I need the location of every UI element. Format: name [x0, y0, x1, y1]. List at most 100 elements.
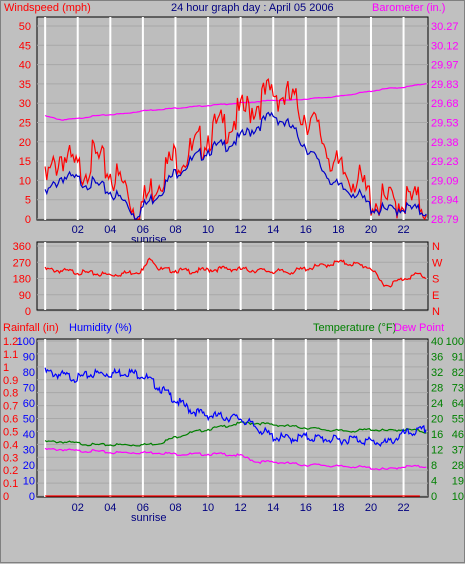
temperature-tick-label: 36	[431, 352, 443, 364]
humidity-hour-label: 12	[235, 502, 247, 514]
direction-tick-label: 0	[25, 306, 31, 318]
wind-x-ticks: 02 04 06 08 10 12 14 16 18 20 22	[72, 224, 410, 236]
chart-title: 24 hour graph day : April 05 2006	[171, 2, 334, 14]
humidity-tick-label: 20	[23, 460, 35, 472]
barometer-line	[44, 83, 427, 121]
rainfall-tick-label: 0.9	[3, 375, 18, 387]
baro-tick-label: 29.38	[431, 137, 459, 149]
dewpoint-tick-label: 19	[452, 476, 464, 488]
wind-hour-label: 08	[169, 224, 181, 236]
rainfall-axis-label: Rainfall (in)	[3, 322, 59, 334]
temperature-tick-label: 16	[431, 429, 443, 441]
wind-hour-label: 14	[267, 224, 279, 236]
dewpoint-tick-label: 28	[452, 460, 464, 472]
rainfall-tick-label: 0.7	[3, 401, 18, 413]
wind-tick-label: 20	[19, 137, 31, 149]
humidity-hour-label: 08	[169, 502, 181, 514]
wind-hour-label: 18	[332, 224, 344, 236]
direction-series	[44, 257, 427, 288]
wind-hour-label: 22	[397, 224, 409, 236]
humidity-hour-label: 10	[202, 502, 214, 514]
compass-tick-label: N	[432, 241, 440, 253]
baro-tick-label: 29.97	[431, 60, 459, 72]
humidity-hour-label: 14	[267, 502, 279, 514]
wind-grid	[37, 17, 428, 220]
dewpoint-tick-label: 37	[452, 445, 464, 457]
humidity-hour-label: 04	[104, 502, 116, 514]
temperature-tick-label: 28	[431, 383, 443, 395]
baro-y-ticks: 30.27 30.12 29.97 29.83 29.68 29.53 29.38 29.23…	[431, 21, 459, 226]
wind-series	[44, 77, 427, 221]
wind-tick-label: 50	[19, 21, 31, 33]
wind-direction-line	[44, 257, 427, 288]
wind-hour-label: 16	[300, 224, 312, 236]
wind-tick-label: 0	[25, 214, 31, 226]
baro-tick-label: 28.94	[431, 195, 459, 207]
baro-tick-label: 29.23	[431, 156, 459, 168]
direction-tick-label: 180	[13, 274, 31, 286]
baro-tick-label: 30.12	[431, 40, 459, 52]
wind-hour-label: 10	[202, 224, 214, 236]
humidity-x-ticks: 02 04 06 08 10 12 14 16 18 20 22	[72, 502, 410, 514]
baro-tick-label: 29.09	[431, 175, 459, 187]
compass-tick-label: E	[432, 290, 439, 302]
rainfall-tick-label: 1.1	[3, 349, 18, 361]
wind-hour-label: 20	[365, 224, 377, 236]
wind-tick-label: 10	[19, 175, 31, 187]
direction-plot-area	[36, 241, 429, 311]
humidity-tick-label: 50	[23, 414, 35, 426]
dewpoint-tick-label: 100	[446, 336, 464, 348]
humidity-series	[44, 367, 427, 497]
dewpoint-tick-label: 73	[452, 383, 464, 395]
dewpoint-tick-label: 46	[452, 429, 464, 441]
humidity-hour-label: 20	[365, 502, 377, 514]
humidity-hour-label: 18	[332, 502, 344, 514]
dewpoint-tick-label: 10	[452, 491, 464, 503]
humidity-tick-label: 100	[17, 336, 35, 348]
humidity-axis-label: Humidity (%)	[69, 322, 132, 334]
wind-hour-label: 02	[72, 224, 84, 236]
wind-hour-label: 06	[137, 224, 149, 236]
temperature-tick-label: 0	[431, 491, 437, 503]
rainfall-tick-label: 0.6	[3, 414, 18, 426]
humidity-tick-label: 40	[23, 429, 35, 441]
baro-tick-label: 29.83	[431, 79, 459, 91]
direction-y-ticks: 360 270 180 90 0	[13, 241, 31, 318]
sunrise-label-bottom: sunrise	[131, 512, 166, 524]
baro-tick-label: 29.53	[431, 118, 459, 130]
wind-plot-area	[36, 16, 429, 221]
wind-tick-label: 5	[25, 195, 31, 207]
dewpoint-tick-label: 82	[452, 367, 464, 379]
rainfall-tick-label: 0.1	[3, 478, 18, 490]
humidity-tick-label: 70	[23, 383, 35, 395]
dewpoint-axis-label: Dew Point	[394, 322, 444, 334]
temperature-tick-label: 20	[431, 414, 443, 426]
humidity-hour-label: 02	[72, 502, 84, 514]
dewpoint-y-ticks: 100 91 82 73 64 55 46 37 28 19 10	[446, 336, 464, 503]
rainfall-tick-label: 0.2	[3, 465, 18, 477]
humidity-tick-label: 0	[29, 491, 35, 503]
humidity-tick-label: 80	[23, 367, 35, 379]
rainfall-tick-label: 0.4	[3, 439, 18, 451]
rainfall-tick-label: 0.5	[3, 426, 18, 438]
temperature-tick-label: 8	[431, 460, 437, 472]
baro-tick-label: 29.68	[431, 98, 459, 110]
rainfall-tick-label: 0	[3, 491, 9, 503]
baro-tick-label: 28.79	[431, 214, 459, 226]
direction-grid	[37, 242, 428, 312]
compass-tick-label: S	[432, 274, 439, 286]
wind-tick-label: 35	[19, 79, 31, 91]
rainfall-tick-label: 0.3	[3, 452, 18, 464]
dewpoint-tick-label: 55	[452, 414, 464, 426]
temperature-line	[44, 421, 427, 447]
humidity-tick-label: 10	[23, 476, 35, 488]
direction-tick-label: 270	[13, 257, 31, 269]
wind-tick-label: 40	[19, 60, 31, 72]
dewpoint-tick-label: 64	[452, 398, 464, 410]
dewpoint-line	[44, 447, 427, 471]
baro-tick-label: 30.27	[431, 21, 459, 33]
